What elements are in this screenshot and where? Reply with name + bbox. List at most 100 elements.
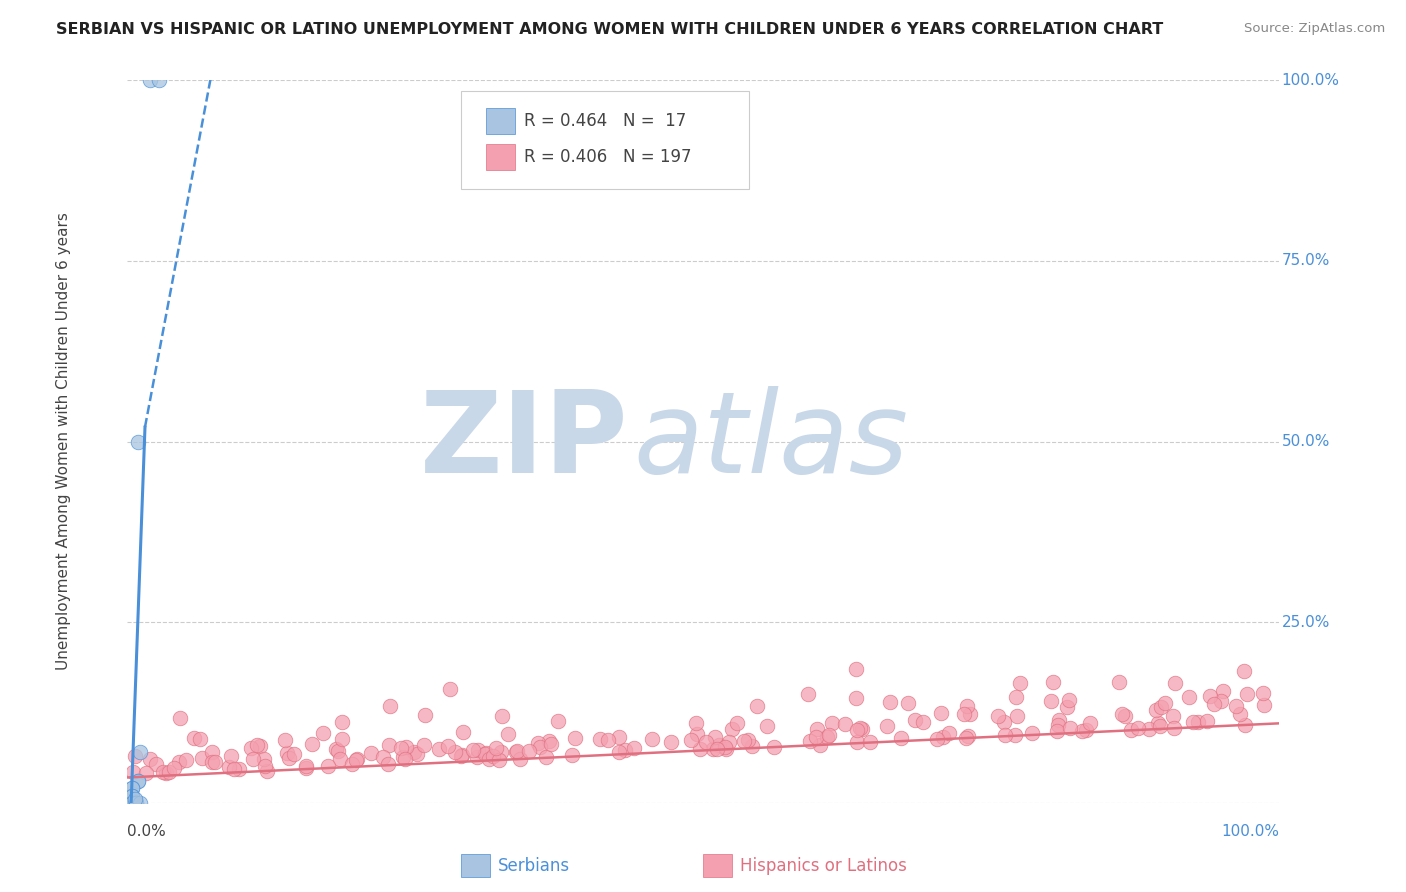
Point [1163, 721, 1185, 735]
FancyBboxPatch shape [461, 91, 749, 189]
Point [125, 796, 148, 810]
Point [485, 740, 508, 755]
Point [706, 741, 728, 756]
Point [517, 744, 540, 758]
Point [301, 737, 323, 751]
Point [1047, 713, 1070, 727]
FancyBboxPatch shape [486, 144, 515, 169]
Point [482, 748, 505, 763]
Point [276, 746, 298, 760]
Point [596, 732, 619, 747]
Point [876, 719, 898, 733]
Point [818, 728, 841, 742]
Point [1059, 721, 1081, 735]
Point [845, 723, 868, 737]
Point [1046, 723, 1069, 738]
Text: R = 0.406   N = 197: R = 0.406 N = 197 [524, 148, 692, 166]
Point [564, 731, 586, 745]
Point [174, 752, 197, 766]
Point [1195, 714, 1218, 728]
Point [360, 747, 382, 761]
Point [1233, 664, 1256, 678]
Point [342, 756, 364, 771]
Point [745, 698, 768, 713]
Point [845, 735, 868, 749]
Point [253, 759, 276, 773]
Point [1071, 723, 1094, 738]
Point [1209, 694, 1232, 708]
Point [201, 745, 224, 759]
Point [959, 706, 981, 721]
Point [325, 742, 347, 756]
Point [799, 734, 821, 748]
Point [152, 764, 174, 779]
Point [183, 731, 205, 745]
Point [956, 698, 979, 713]
Point [702, 742, 724, 756]
Point [1149, 719, 1171, 733]
Point [718, 735, 741, 749]
Point [695, 735, 717, 749]
Point [932, 731, 955, 745]
Point [249, 739, 271, 753]
Point [219, 749, 242, 764]
Point [1178, 690, 1201, 705]
Point [713, 740, 735, 755]
Point [218, 759, 240, 773]
Point [897, 696, 920, 710]
Point [371, 749, 394, 764]
Point [167, 755, 190, 769]
Point [413, 707, 436, 722]
Point [139, 752, 162, 766]
Point [540, 737, 562, 751]
Point [1147, 716, 1170, 731]
Point [125, 796, 148, 810]
Point [127, 774, 149, 789]
Point [685, 716, 707, 731]
Point [1233, 718, 1256, 732]
Point [993, 715, 1015, 730]
Point [821, 715, 844, 730]
Point [377, 756, 399, 771]
Point [145, 757, 167, 772]
Point [1047, 717, 1070, 731]
Point [955, 731, 977, 745]
Point [475, 746, 498, 760]
Point [609, 745, 631, 759]
Point [938, 726, 960, 740]
Point [274, 733, 297, 747]
Point [890, 731, 912, 746]
Point [994, 728, 1017, 742]
Text: 50.0%: 50.0% [1282, 434, 1330, 449]
Point [488, 753, 510, 767]
Point [312, 726, 335, 740]
Point [148, 73, 170, 87]
Point [253, 751, 276, 765]
Point [378, 738, 401, 752]
Point [509, 752, 531, 766]
Point [129, 745, 152, 759]
Point [1076, 723, 1098, 737]
Point [714, 742, 737, 756]
Point [1251, 686, 1274, 700]
Point [1056, 700, 1078, 714]
FancyBboxPatch shape [461, 855, 489, 877]
Point [845, 662, 868, 676]
Point [762, 739, 785, 754]
Point [506, 744, 529, 758]
Point [1181, 715, 1204, 730]
Point [413, 738, 436, 752]
Text: Hispanics or Latinos: Hispanics or Latinos [740, 856, 907, 875]
Text: 75.0%: 75.0% [1282, 253, 1330, 268]
Point [451, 748, 474, 763]
Point [956, 730, 979, 744]
Point [278, 751, 301, 765]
Point [316, 759, 339, 773]
Point [686, 727, 709, 741]
Point [444, 745, 467, 759]
Point [127, 434, 149, 449]
Point [121, 796, 143, 810]
Point [121, 796, 143, 810]
Point [505, 745, 527, 759]
Point [806, 722, 828, 736]
